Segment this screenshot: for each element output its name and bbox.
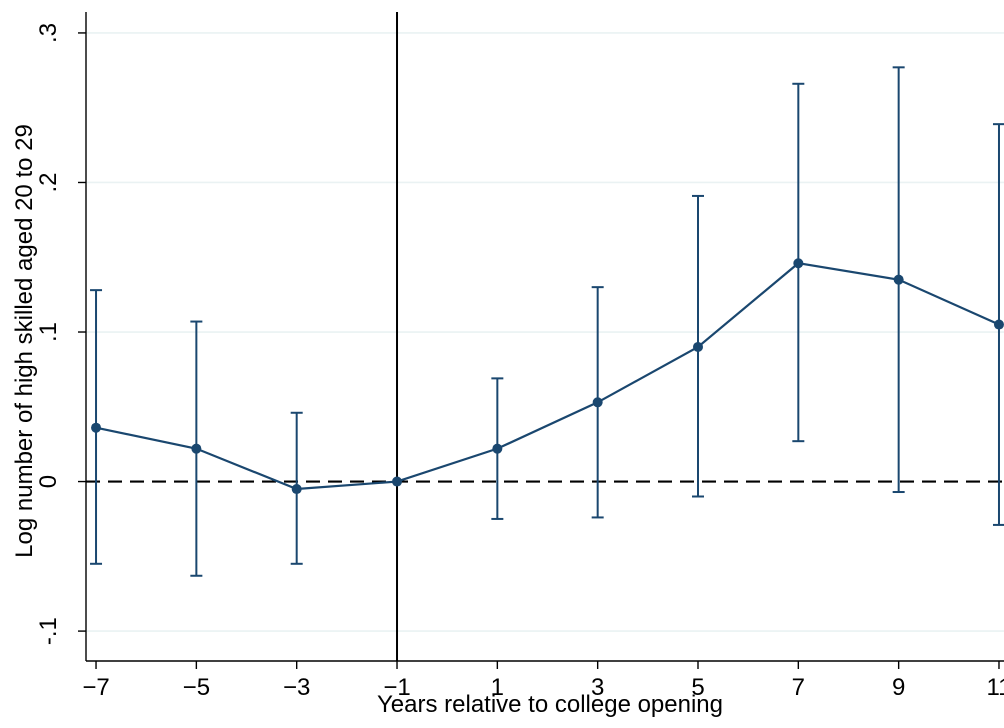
y-tick-label: .1 bbox=[35, 322, 62, 342]
x-tick-label: 9 bbox=[892, 674, 905, 701]
data-point bbox=[893, 274, 904, 285]
data-point bbox=[592, 397, 603, 408]
data-point bbox=[693, 341, 703, 352]
x-tick-labels: −7 −5 −3 −1 1 3 5 7 9 11 bbox=[82, 674, 1004, 701]
data-point bbox=[993, 319, 1004, 330]
y-tick-label: .2 bbox=[35, 172, 62, 192]
x-tick-label: −3 bbox=[283, 674, 310, 701]
y-tick-label: .3 bbox=[35, 23, 62, 43]
series-line bbox=[95, 262, 1000, 491]
x-tick-label: −7 bbox=[82, 674, 109, 701]
y-axis-title: Log number of high skilled aged 20 to 29 bbox=[11, 124, 38, 558]
axes bbox=[78, 12, 1004, 669]
x-tick-label: −5 bbox=[183, 674, 210, 701]
data-point bbox=[392, 476, 403, 487]
data-point bbox=[291, 484, 302, 495]
x-tick-label: 1 bbox=[491, 674, 504, 701]
series-line-layer bbox=[95, 262, 1000, 491]
y-tick-label: -.1 bbox=[35, 617, 62, 645]
y-tick-label: 0 bbox=[35, 475, 62, 488]
data-point bbox=[793, 258, 804, 269]
x-tick-label: 7 bbox=[792, 674, 805, 701]
series-points bbox=[91, 258, 1004, 495]
x-tick-label: −1 bbox=[383, 674, 410, 701]
y-tick-labels: -.1 0 .1 .2 .3 bbox=[35, 23, 62, 645]
x-tick-label: 3 bbox=[591, 674, 604, 701]
data-point bbox=[191, 443, 202, 454]
confidence-intervals bbox=[90, 66, 1004, 577]
data-point bbox=[91, 422, 102, 433]
x-axis-title: Years relative to college opening bbox=[377, 691, 723, 718]
data-point bbox=[492, 443, 503, 454]
x-tick-label: 11 bbox=[987, 674, 1004, 701]
grid-layer bbox=[86, 32, 1004, 632]
x-tick-label: 5 bbox=[691, 674, 704, 701]
reference-lines bbox=[86, 12, 1004, 661]
